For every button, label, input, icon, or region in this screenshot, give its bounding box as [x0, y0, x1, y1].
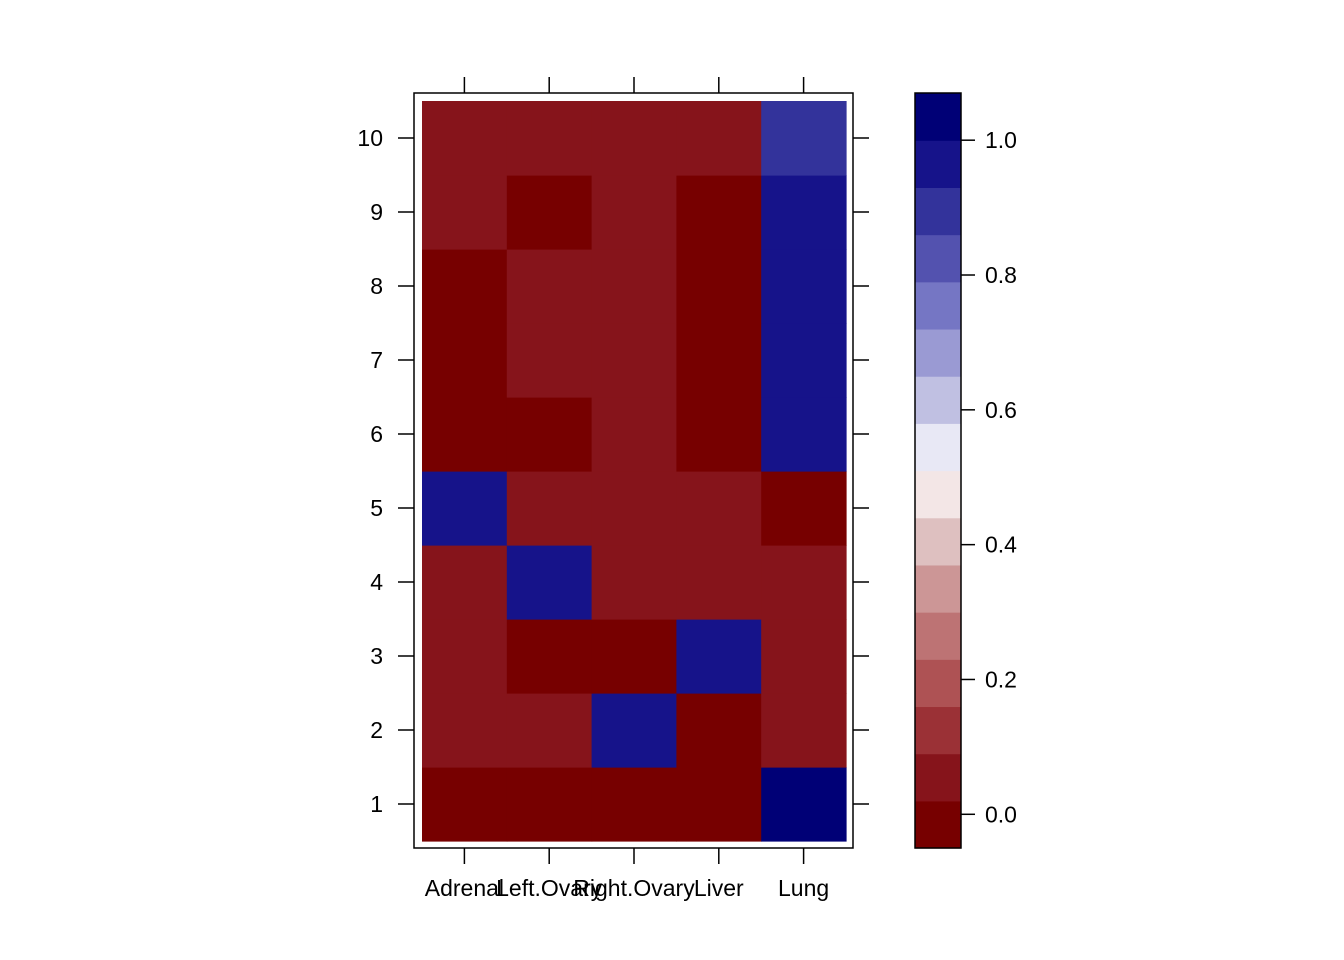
heatmap-cell: [591, 397, 677, 472]
heatmap-cell: [761, 323, 847, 398]
heatmap-cell: [422, 101, 508, 176]
heatmap-cell: [676, 693, 762, 768]
colorbar-tick-label: 0.0: [985, 801, 1017, 827]
heatmap-cell: [422, 767, 508, 842]
heatmap-cell: [591, 323, 677, 398]
x-tick-label: Liver: [694, 875, 744, 901]
heatmap-cell: [506, 471, 593, 546]
colorbar-swatch: [915, 659, 961, 708]
heatmap-cell: [676, 471, 762, 546]
heatmap-cell: [676, 175, 762, 250]
colorbar-swatch: [915, 706, 961, 755]
heatmap-cell: [422, 693, 508, 768]
heatmap-cell: [591, 767, 677, 842]
heatmap-cell: [422, 619, 508, 694]
heatmap-cell: [506, 693, 593, 768]
y-axis-labels: 1 2 3 4 5 6 7 8 9 10: [357, 125, 383, 817]
colorbar-ticks: 0.0 0.2 0.4 0.6 0.8 1.0: [961, 127, 1017, 827]
heatmap-cell: [422, 471, 508, 546]
colorbar: [914, 92, 962, 849]
y-tick-label: 7: [370, 347, 383, 373]
heatmap-cell: [591, 545, 677, 620]
colorbar-tick-label: 0.6: [985, 397, 1017, 423]
y-tick-label: 6: [370, 421, 383, 447]
colorbar-frame: [914, 92, 962, 849]
colorbar-tick-label: 0.4: [985, 532, 1017, 558]
colorbar-swatch: [915, 470, 961, 519]
heatmap-cell: [676, 397, 762, 472]
heatmap-cell: [591, 471, 677, 546]
x-tick-label: Lung: [778, 875, 829, 901]
y-tick-label: 3: [370, 643, 383, 669]
heatmap-cell: [676, 249, 762, 324]
heatmap-cells: [422, 101, 847, 842]
x-tick-label: Left.Ovary: [496, 875, 603, 901]
heatmap-cell: [506, 545, 593, 620]
heatmap-cell: [761, 471, 847, 546]
colorbar-swatch: [915, 187, 961, 236]
heatmap-cell: [676, 101, 762, 176]
heatmap-cell: [506, 323, 593, 398]
heatmap-cell: [506, 767, 593, 842]
heatmap-cell: [761, 767, 847, 842]
colorbar-swatch: [915, 281, 961, 330]
heatmap-cell: [422, 545, 508, 620]
x-tick-label: Adrenal: [425, 875, 504, 901]
heatmap-cell: [506, 619, 593, 694]
heatmap-cell: [591, 693, 677, 768]
heatmap-cell: [506, 249, 593, 324]
heatmap-cell: [761, 249, 847, 324]
heatmap-cell: [506, 175, 593, 250]
heatmap-cell: [676, 545, 762, 620]
colorbar-swatch: [915, 376, 961, 424]
colorbar-swatch: [915, 612, 961, 660]
y-tick-label: 5: [370, 495, 383, 521]
y-tick-label: 2: [370, 717, 383, 743]
heatmap-cell: [506, 397, 593, 472]
colorbar-swatch: [915, 423, 961, 472]
heatmap-cell: [422, 175, 508, 250]
heatmap-cell: [676, 767, 762, 842]
colorbar-swatch: [915, 93, 961, 141]
colorbar-tick-label: 1.0: [985, 127, 1017, 153]
heatmap-cell: [422, 397, 508, 472]
y-tick-label: 9: [370, 199, 383, 225]
heatmap-cell: [591, 249, 677, 324]
heatmap-cell: [761, 397, 847, 472]
y-tick-label: 8: [370, 273, 383, 299]
x-axis-ticks: [463, 77, 805, 864]
colorbar-swatch: [915, 517, 961, 566]
heatmap-cell: [676, 619, 762, 694]
y-tick-label: 4: [370, 569, 383, 595]
colorbar-swatch: [915, 234, 961, 283]
colorbar-tick-label: 0.2: [985, 666, 1017, 692]
heatmap-cell: [422, 323, 508, 398]
heatmap-cell: [422, 249, 508, 324]
colorbar-tick-label: 0.8: [985, 262, 1017, 288]
heatmap-cell: [761, 619, 847, 694]
colorbar-swatch: [915, 753, 961, 802]
colorbar-swatch: [915, 328, 961, 377]
y-axis-ticks: [398, 137, 869, 805]
heatmap-cell: [761, 693, 847, 768]
heatmap-cell: [591, 101, 677, 176]
x-tick-label: Right.Ovary: [573, 875, 695, 901]
heatmap-cell: [591, 175, 677, 250]
colorbar-swatch: [915, 140, 961, 188]
heatmap-cell: [761, 101, 847, 176]
heatmap-cell: [506, 101, 593, 176]
y-tick-label: 10: [357, 125, 383, 151]
colorbar-swatch: [915, 800, 961, 849]
y-tick-label: 1: [370, 791, 383, 817]
heatmap-cell: [761, 545, 847, 620]
colorbar-swatch: [915, 564, 961, 613]
heatmap-cell: [676, 323, 762, 398]
heatmap-cell: [761, 175, 847, 250]
heatmap-cell: [591, 619, 677, 694]
